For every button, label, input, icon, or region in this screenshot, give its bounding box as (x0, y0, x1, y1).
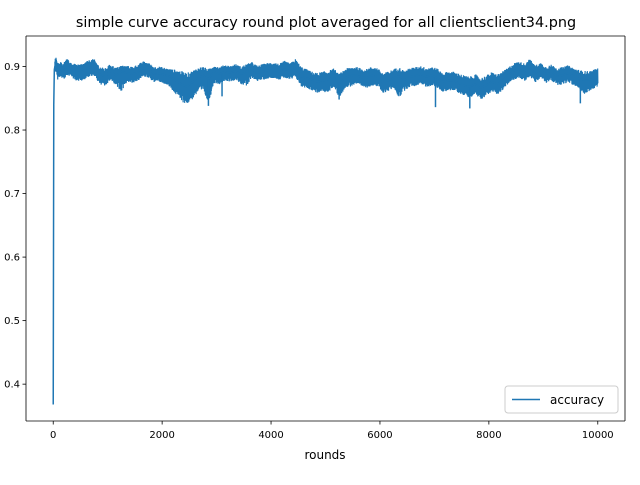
x-tick-label: 10000 (582, 430, 614, 441)
y-axis-ticks: 0.4 0.5 0.6 0.7 0.8 0.9 (4, 62, 26, 391)
accuracy-line (52, 62, 599, 405)
y-tick-label: 0.9 (4, 62, 20, 73)
y-tick-label: 0.4 (4, 380, 20, 391)
x-tick-label: 4000 (258, 430, 283, 441)
legend-label-accuracy: accuracy (550, 393, 604, 407)
legend-box (504, 385, 619, 414)
x-tick-label: 8000 (476, 430, 501, 441)
y-tick-label: 0.5 (4, 316, 20, 327)
y-tick-label: 0.8 (4, 126, 20, 137)
y-tick-label: 0.6 (4, 253, 20, 264)
axes-frame (25, 35, 626, 422)
x-axis-ticks: 0 2000 4000 6000 8000 10000 (50, 421, 614, 441)
legend: accuracy (504, 385, 619, 414)
x-axis-label: rounds (304, 448, 345, 462)
chart-title: simple curve accuracy round plot average… (76, 15, 576, 31)
accuracy-series-line (52, 62, 599, 405)
y-tick-label: 0.7 (4, 189, 20, 200)
x-tick-label: 2000 (149, 430, 174, 441)
x-tick-label: 0 (50, 430, 56, 441)
x-tick-label: 6000 (367, 430, 392, 441)
plot-area (52, 57, 599, 405)
